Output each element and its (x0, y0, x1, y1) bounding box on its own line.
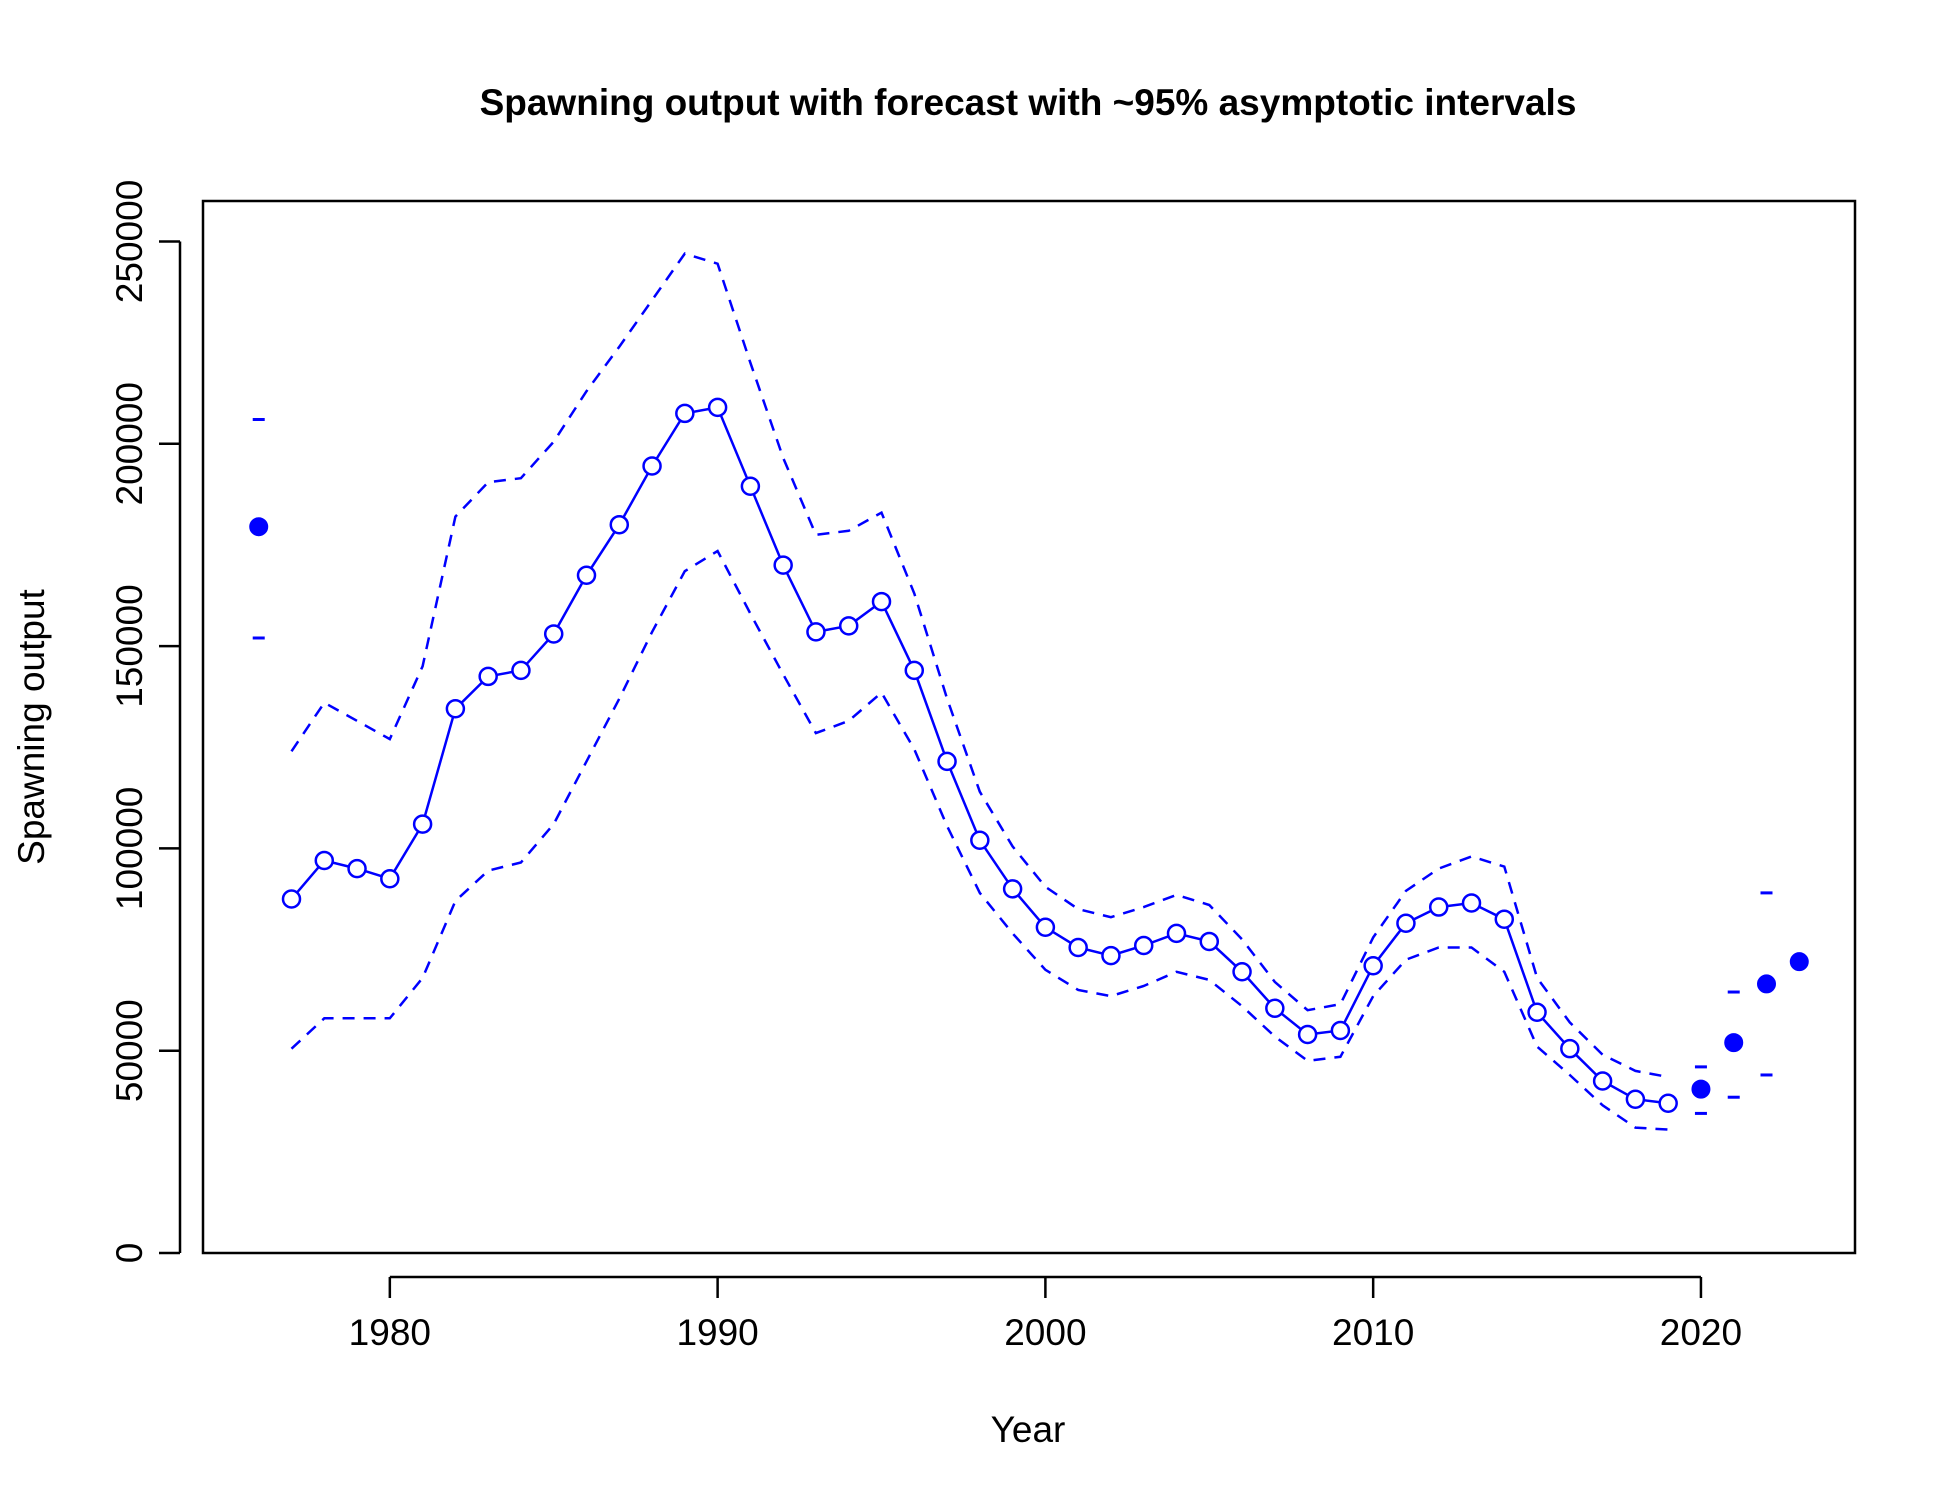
estimate-point (740, 476, 761, 497)
estimate-point (773, 555, 793, 575)
y-tick-label: 50000 (109, 999, 150, 1102)
estimate-point (1297, 1024, 1318, 1045)
y-tick-label: 200000 (109, 382, 150, 505)
estimate-point (1035, 917, 1056, 938)
estimate-point (380, 868, 400, 889)
estimate-point (1265, 998, 1285, 1018)
x-tick-label: 1980 (349, 1312, 431, 1353)
estimate-point (281, 889, 302, 909)
estimate-point (1199, 931, 1220, 952)
y-tick-label: 0 (109, 1243, 150, 1264)
forecast-point (1691, 1079, 1711, 1099)
estimate-point (314, 850, 335, 871)
x-tick-label: 2000 (1004, 1312, 1086, 1353)
plot-frame (201, 199, 1857, 1255)
estimate-point (806, 622, 826, 642)
forecast-point (1789, 952, 1809, 972)
y-axis: 0 50000 100000 150000 200000 250000 (109, 180, 182, 1264)
estimate-point (1560, 1038, 1580, 1059)
forecast-point (1757, 974, 1776, 994)
estimate-point (871, 591, 892, 612)
estimate-point (412, 814, 433, 834)
estimate-point (642, 456, 662, 476)
estimate-point (1428, 897, 1449, 917)
chart-title: Spawning output with forecast with ~95% … (480, 82, 1577, 123)
estimate-point (1592, 1071, 1613, 1091)
estimate-point (838, 616, 859, 636)
estimate-point (1166, 923, 1187, 944)
plot-area (249, 252, 1809, 1131)
estimate-point (478, 666, 498, 687)
estimate-point (609, 514, 630, 535)
estimate-point (1068, 937, 1088, 958)
x-tick-label: 2010 (1332, 1312, 1414, 1353)
estimate-point (576, 565, 597, 586)
y-axis-label: Spawning output (11, 588, 52, 864)
estimate-point (1232, 962, 1252, 982)
estimate-point (1101, 945, 1121, 966)
estimate-point (1625, 1089, 1646, 1109)
estimate-point (675, 403, 695, 424)
estimate-point (970, 830, 990, 851)
estimate-point (1396, 913, 1416, 933)
y-tick-label: 100000 (109, 787, 150, 910)
estimate-point (543, 624, 564, 644)
estimate-point (1461, 893, 1482, 913)
estimate-point (1002, 879, 1023, 899)
forecast-point (1724, 1033, 1744, 1053)
forecast-point (249, 517, 269, 537)
estimate-point (1363, 955, 1383, 976)
estimate-point (1330, 1020, 1351, 1041)
estimate-point (511, 660, 531, 681)
estimate-point (1527, 1002, 1547, 1023)
x-tick-label: 2020 (1660, 1312, 1742, 1353)
estimate-point (937, 751, 957, 772)
x-tick-label: 1990 (676, 1312, 758, 1353)
estimate-point (904, 660, 925, 681)
x-axis: 1980 1990 2000 2010 2020 (349, 1275, 1742, 1353)
estimate-line (290, 405, 1669, 1105)
y-tick-label: 150000 (109, 584, 150, 707)
estimate-point (1494, 909, 1515, 929)
estimate-point (1133, 935, 1154, 956)
lower-interval-line (290, 549, 1669, 1131)
estimate-point (707, 397, 728, 418)
upper-interval-line (290, 252, 1669, 1079)
estimate-point (347, 858, 367, 879)
x-axis-label: Year (991, 1409, 1066, 1450)
y-tick-label: 250000 (109, 180, 150, 303)
estimate-point (1658, 1093, 1678, 1114)
estimate-point (445, 699, 466, 719)
